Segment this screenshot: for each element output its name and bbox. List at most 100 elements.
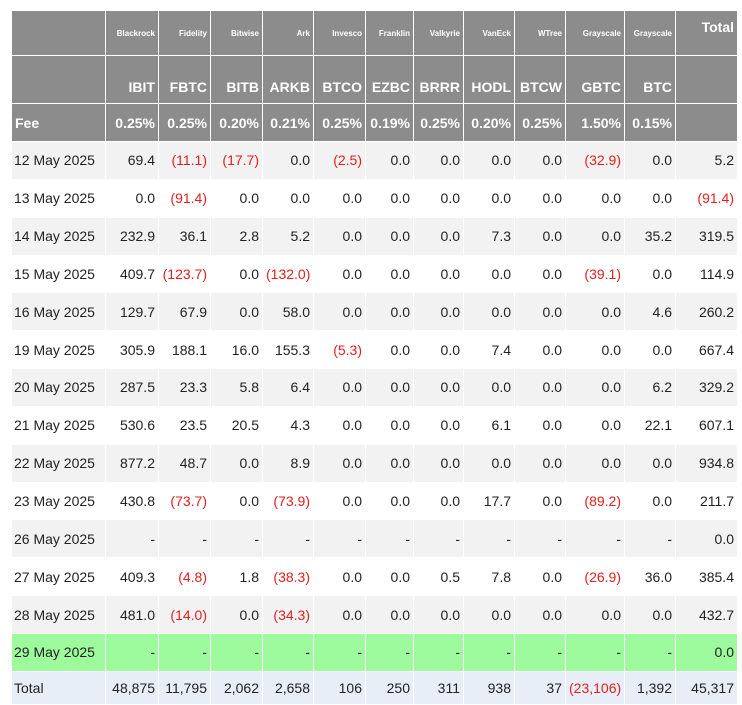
flow-value: 0.0 [365,216,414,256]
flow-value: (4.8) [158,557,211,597]
issuer: Grayscale [565,10,625,56]
flow-value: 1.8 [210,557,263,597]
blank-cell [675,103,738,142]
flow-value: 36.0 [624,557,676,597]
flow-value: (34.3) [262,595,314,634]
flow-value: 0.0 [313,368,366,407]
date: 26 May 2025 [11,519,106,559]
flow-value: (17.7) [210,141,263,180]
flow-value: 2.8 [210,216,263,256]
flow-value: - [413,519,464,559]
ticker: BTCW [514,55,566,104]
flow-value: 5.2 [675,141,738,180]
flow-row: 12 May 2025 69.4 (11.1) (17.7) 0.0 (2.5) 0.0 0.… [11,141,738,180]
flow-value: 22.1 [624,405,676,445]
flow-value: 155.3 [262,330,314,370]
flow-value: 667.4 [675,330,738,370]
flow-value: 0.0 [313,216,366,256]
ticker: ARKB [262,55,314,104]
flow-value: 5.8 [210,368,263,407]
flow-value: 0.0 [413,443,464,483]
ticker: HODL [463,55,515,104]
fee: 0.21% [262,103,314,142]
flow-value: 7.4 [463,330,515,370]
flow-value: 7.8 [463,557,515,597]
ticker: FBTC [158,55,211,104]
flow-row: 23 May 2025 430.8 (73.7) 0.0 (73.9) 0.0 0.0 0.0… [11,481,738,521]
flow-value: 0.0 [565,595,625,634]
flow-value: 0.0 [210,254,263,294]
flow-value: 0.0 [262,141,314,180]
flow-value: 0.0 [365,254,414,294]
flow-value: 188.1 [158,330,211,370]
date: 16 May 2025 [11,292,106,332]
flow-value: - [413,632,464,672]
flow-value: 481.0 [105,595,159,634]
flow-row: 14 May 2025 232.9 36.1 2.8 5.2 0.0 0.0 0.0 7.3 0.… [11,216,738,256]
flow-value: 0.0 [624,330,676,370]
issuer: Ark [262,10,314,56]
date: 22 May 2025 [11,443,106,483]
date: 21 May 2025 [11,405,106,445]
flow-value: - [514,632,566,672]
flow-row: 26 May 2025- - - - - - - - - - -0.0 [11,519,738,559]
flow-value: 0.0 [210,595,263,634]
flow-value: 0.0 [463,178,515,218]
fee: 0.25% [313,103,366,142]
flow-value: 5.2 [262,216,314,256]
ticker: BTCO [313,55,366,104]
fee: 0.25% [105,103,159,142]
flow-value: 0.0 [463,595,515,634]
blank-cell [11,10,106,56]
flow-value: 211.7 [675,481,738,521]
flow-value: - [624,519,676,559]
flow-value: - [463,519,515,559]
flow-value: - [210,632,263,672]
flow-value: - [463,632,515,672]
flow-value: 0.0 [313,443,366,483]
flow-value: - [105,632,159,672]
flow-value: - [514,519,566,559]
flow-value: 319.5 [675,216,738,256]
flow-value: 0.0 [675,519,738,559]
flow-value: (73.9) [262,481,314,521]
flow-value: 0.0 [463,368,515,407]
flow-value: (38.3) [262,557,314,597]
flow-row: 22 May 2025 877.2 48.7 0.0 8.9 0.0 0.0 0.0 0.0 0.… [11,443,738,483]
flow-value: 58.0 [262,292,314,332]
blank-cell [675,55,738,104]
flow-value: 0.0 [413,481,464,521]
flow-value: 305.9 [105,330,159,370]
flow-value: 0.0 [313,595,366,634]
flow-row: 16 May 2025 129.7 67.9 0.0 58.0 0.0 0.0 0.0 0.0 0… [11,292,738,332]
flow-value: 0.0 [514,216,566,256]
issuer: Franklin [365,10,414,56]
flow-value: 48.7 [158,443,211,483]
issuer: Invesco [313,10,366,56]
date: 14 May 2025 [11,216,106,256]
flow-value: 0.0 [365,292,414,332]
issuer: Blackrock [105,10,159,56]
flow-value: 0.0 [413,368,464,407]
flow-value: (89.2) [565,481,625,521]
flow-value: 0.0 [463,443,515,483]
ticker: GBTC [565,55,625,104]
date: 15 May 2025 [11,254,106,294]
flow-value: - [313,519,366,559]
ticker-row: IBIT FBTC BITB ARKB BTCO EZBC BRRR HODL BTCW GBTC… [11,55,738,104]
flow-value: 0.0 [514,443,566,483]
flow-value: 0.0 [413,178,464,218]
flow-value: - [624,632,676,672]
flow-value: 0.0 [365,330,414,370]
flow-value: 0.0 [463,292,515,332]
flow-value: 0.0 [565,330,625,370]
flow-value: - [158,632,211,672]
total-header: Total [675,10,738,56]
flow-value: (14.0) [158,595,211,634]
flow-value: 0.0 [624,443,676,483]
flow-value: 0.0 [565,405,625,445]
flow-value: 0.0 [565,368,625,407]
ticker: BITB [210,55,263,104]
fee: 0.20% [463,103,515,142]
flow-row: 19 May 2025 305.9 188.1 16.0 155.3 (5.3) 0.0 0.… [11,330,738,370]
